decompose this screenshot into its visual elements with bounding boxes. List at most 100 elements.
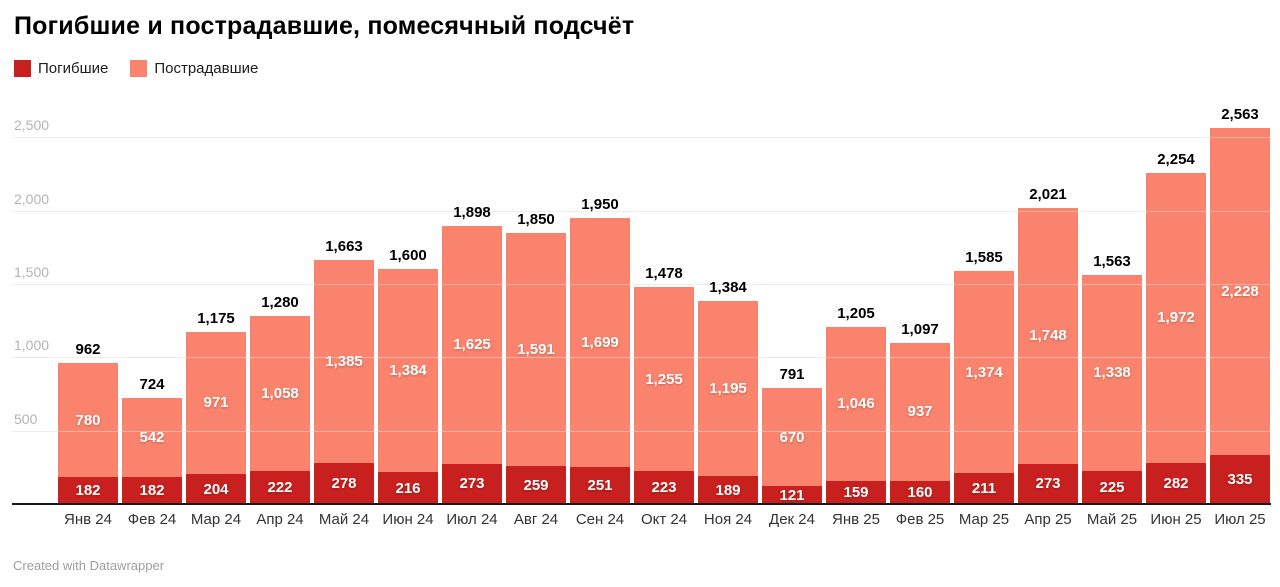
bar-total-label: 1,663 <box>325 238 363 256</box>
gridline-overlay <box>12 357 1271 359</box>
bar-segment-injured[interactable] <box>378 269 438 473</box>
bar-segment-injured[interactable] <box>442 225 502 464</box>
bar-segment-dead[interactable] <box>442 463 502 504</box>
gridline-overlay <box>12 430 1271 432</box>
bar-value-label-dead: 160 <box>907 483 933 501</box>
bar-segment-injured[interactable] <box>58 362 118 478</box>
bar-value-label-dead: 278 <box>331 475 357 493</box>
bar-segment-dead[interactable] <box>58 477 118 504</box>
x-axis-label: Окт 24 <box>640 511 688 528</box>
bar-total-label: 1,205 <box>837 305 875 323</box>
bar-segment-injured[interactable] <box>186 331 246 475</box>
bar-segment-injured[interactable] <box>1082 274 1142 471</box>
x-axis-label: Сен 24 <box>575 511 625 528</box>
bar-value-label-injured: 1,385 <box>325 353 363 371</box>
bar-segment-injured[interactable] <box>890 343 950 481</box>
bar-value-label-dead: 251 <box>587 477 613 495</box>
bar-value-label-injured: 1,338 <box>1093 364 1131 382</box>
bar-value-label-injured: 971 <box>203 394 229 412</box>
bar-segment-dead[interactable] <box>570 467 630 504</box>
bar-segment-injured[interactable] <box>826 327 886 481</box>
bar-segment-injured[interactable] <box>250 316 310 472</box>
bar-value-label-injured: 780 <box>75 411 101 429</box>
bar-value-label-injured: 1,384 <box>389 362 427 380</box>
bar-total-label: 1,898 <box>453 203 491 221</box>
x-axis-label: Май 24 <box>318 511 370 528</box>
bar-segment-dead[interactable] <box>186 474 246 504</box>
bar-value-label-dead: 182 <box>75 482 101 500</box>
x-axis-label: Дек 24 <box>769 511 815 528</box>
bar-segment-injured[interactable] <box>314 260 374 464</box>
bar-value-label-dead: 223 <box>651 479 677 497</box>
x-axis-label: Фев 25 <box>895 511 945 528</box>
bar-total-label: 1,097 <box>901 321 939 339</box>
bar-total-label: 724 <box>139 375 165 393</box>
gridline-overlay <box>12 210 1271 212</box>
bar-segment-dead[interactable] <box>378 472 438 504</box>
bar-value-label-injured: 542 <box>139 429 165 447</box>
bar-value-label-injured: 1,591 <box>517 340 555 358</box>
y-tick-label: 1,000 <box>14 337 50 354</box>
bar-value-label-injured: 1,058 <box>261 385 299 403</box>
x-axis-label: Июл 25 <box>1214 511 1266 528</box>
bar-total-label: 2,021 <box>1029 185 1067 203</box>
bar-value-label-dead: 282 <box>1163 474 1189 492</box>
bar-total-label: 1,478 <box>645 265 683 283</box>
bar-segment-injured[interactable] <box>634 287 694 472</box>
bar-value-label-dead: 225 <box>1099 478 1125 496</box>
gridline <box>12 210 1271 212</box>
bar-value-label-injured: 1,255 <box>645 370 683 388</box>
legend-label-dead: Погибшие <box>38 60 109 77</box>
x-axis-label: Апр 24 <box>256 511 304 528</box>
x-axis-label: Мар 25 <box>958 511 1010 528</box>
bar-segment-dead[interactable] <box>698 476 758 504</box>
bar-segment-dead[interactable] <box>954 473 1014 504</box>
bar-value-label-injured: 1,748 <box>1029 327 1067 345</box>
y-tick-label: 2,500 <box>14 117 50 134</box>
bar-total-label: 1,175 <box>197 309 235 327</box>
bar-segment-injured[interactable] <box>954 271 1014 474</box>
x-axis-label: Янв 24 <box>64 511 112 528</box>
legend: Погибшие Пострадавшие <box>14 60 258 77</box>
bar-value-label-dead: 273 <box>459 475 485 493</box>
legend-item-injured: Пострадавшие <box>130 60 258 77</box>
bar-segment-injured[interactable] <box>122 397 182 478</box>
bar-value-label-injured: 1,972 <box>1157 309 1195 327</box>
bar-segment-injured[interactable] <box>1146 173 1206 463</box>
x-axis-label: Июн 25 <box>1150 511 1202 528</box>
bar-segment-dead[interactable] <box>506 466 566 504</box>
bar-segment-dead[interactable] <box>1146 462 1206 504</box>
bar-segment-injured[interactable] <box>506 232 566 466</box>
bar-segment-injured[interactable] <box>1018 207 1078 464</box>
bar-segment-dead[interactable] <box>826 480 886 504</box>
bar-value-label-dead: 204 <box>203 480 229 498</box>
bar-segment-dead[interactable] <box>1082 470 1142 504</box>
bar-segment-injured[interactable] <box>1210 128 1270 455</box>
bar-value-label-dead: 273 <box>1035 475 1061 493</box>
bar-segment-dead[interactable] <box>122 477 182 504</box>
bar-total-label: 1,280 <box>261 294 299 312</box>
bar-segment-dead[interactable] <box>890 480 950 504</box>
x-axis-label: Фев 24 <box>127 511 177 528</box>
bar-segment-injured[interactable] <box>570 217 630 468</box>
bar-segment-dead[interactable] <box>1018 463 1078 504</box>
bar-value-label-injured: 1,625 <box>453 336 491 354</box>
bar-value-label-dead: 189 <box>715 481 741 499</box>
bar-total-label: 1,384 <box>709 278 747 296</box>
gridline <box>12 283 1271 285</box>
bar-segment-dead[interactable] <box>1210 454 1270 504</box>
bar-segment-dead[interactable] <box>762 486 822 504</box>
y-tick-label: 500 <box>14 410 38 427</box>
bar-value-label-injured: 937 <box>907 403 933 421</box>
bar-segment-dead[interactable] <box>634 471 694 504</box>
y-tick-label: 2,000 <box>14 190 50 207</box>
bar-segment-injured[interactable] <box>762 387 822 487</box>
bar-segment-injured[interactable] <box>698 300 758 477</box>
bar-segment-dead[interactable] <box>314 463 374 504</box>
bar-segment-dead[interactable] <box>250 471 310 504</box>
bar-total-label: 1,950 <box>581 195 619 213</box>
bar-total-label: 791 <box>779 365 805 383</box>
y-tick-label: 1,500 <box>14 263 50 280</box>
bar-value-label-injured: 2,228 <box>1221 282 1259 300</box>
